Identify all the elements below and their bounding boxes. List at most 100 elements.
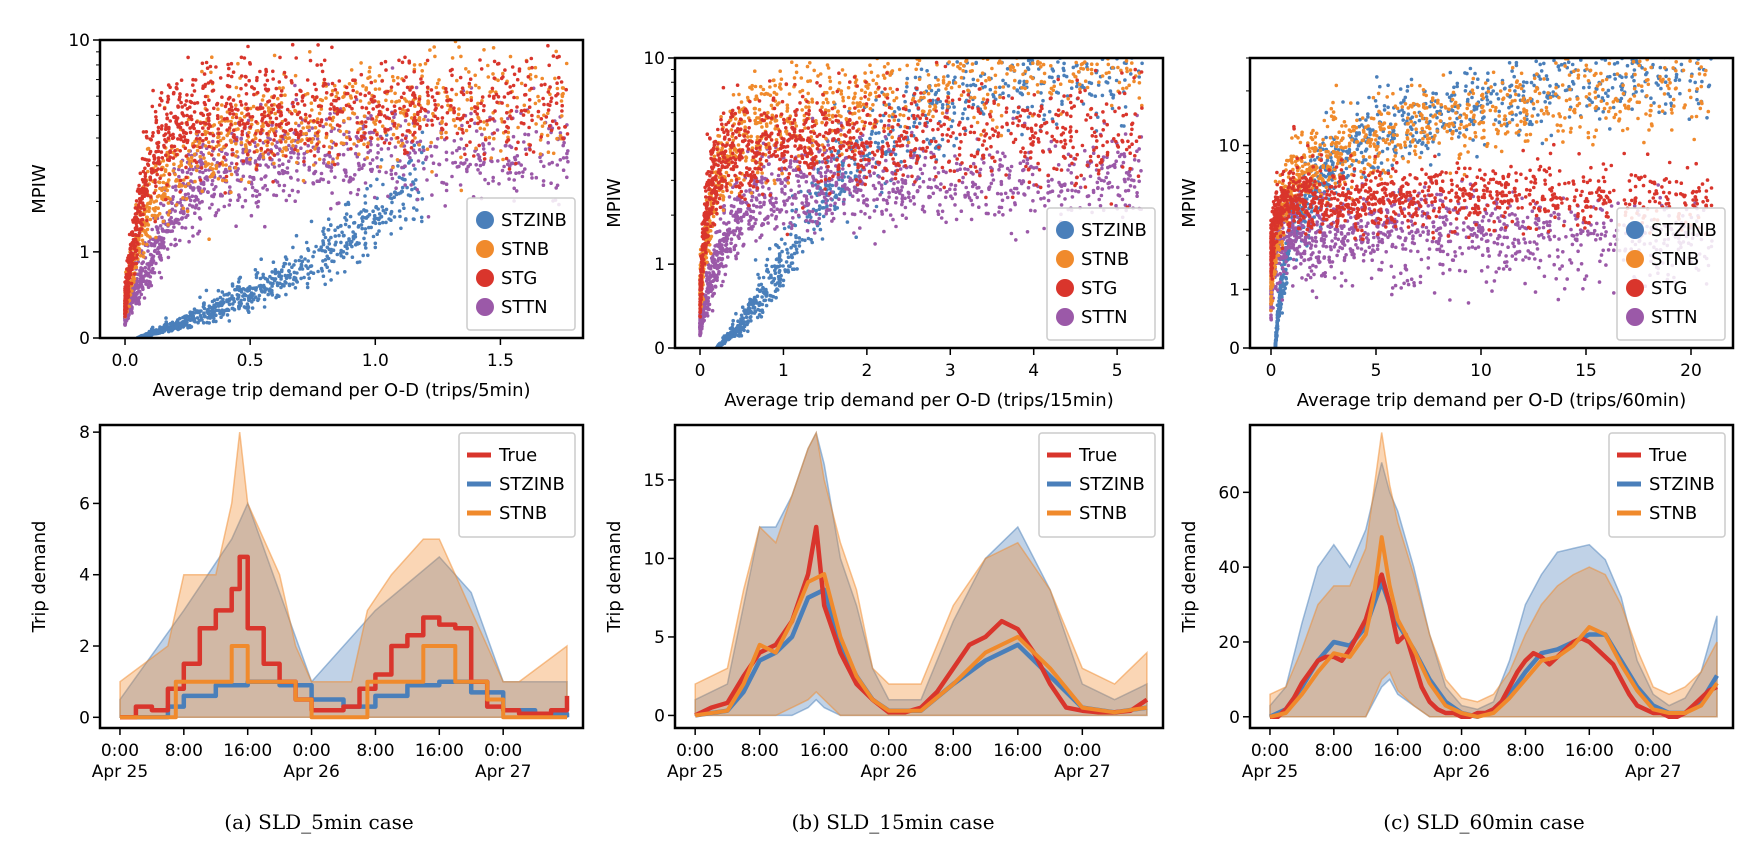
data-point-sttn (272, 165, 277, 169)
data-point-stnb (181, 196, 185, 200)
data-point-stg (363, 124, 368, 129)
data-point-stg (133, 206, 138, 210)
data-point-stzinb (789, 255, 794, 259)
data-point-stnb (516, 125, 520, 130)
data-point-stzinb (321, 241, 326, 245)
data-point-stg (475, 112, 480, 116)
data-point-sttn (140, 284, 144, 289)
data-point-stzinb (841, 163, 845, 168)
data-point-stzinb (263, 290, 267, 294)
data-point-stg (259, 146, 264, 151)
data-point-stg (551, 54, 556, 58)
data-point-stzinb (302, 275, 306, 280)
data-point-sttn (296, 156, 300, 160)
data-point-sttn (431, 161, 436, 165)
data-point-stg (270, 120, 275, 125)
data-point-stg (239, 103, 244, 107)
data-point-sttn (144, 282, 148, 286)
data-point-stzinb (757, 303, 761, 308)
data-point-stzinb (1104, 19, 1108, 23)
data-point-stg (167, 172, 172, 177)
data-point-stzinb (258, 283, 263, 288)
data-point-stzinb (306, 266, 310, 271)
data-point-stnb (533, 65, 538, 70)
data-point-stg (319, 118, 324, 122)
data-point-stg (547, 63, 551, 68)
data-point-stzinb (381, 208, 386, 213)
data-point-stnb (251, 104, 256, 109)
data-point-stg (344, 103, 349, 108)
data-point-stnb (208, 166, 213, 170)
data-point-stg (269, 110, 274, 115)
data-point-stzinb (359, 210, 363, 214)
data-point-stnb (144, 215, 149, 220)
data-point-stnb (522, 103, 527, 108)
data-point-stg (300, 99, 305, 103)
data-point-sttn (179, 217, 184, 221)
data-point-stg (154, 115, 158, 119)
data-point-sttn (405, 140, 409, 144)
data-point-sttn (491, 179, 495, 183)
data-point-sttn (329, 129, 334, 133)
data-point-stg (159, 91, 164, 95)
data-point-stg (419, 81, 424, 85)
data-point-stnb (540, 76, 544, 81)
data-point-stg (195, 101, 200, 105)
data-point-stg (127, 289, 131, 294)
data-point-stg (492, 131, 497, 135)
data-point-sttn (258, 154, 262, 158)
data-point-stnb (564, 61, 569, 66)
data-point-stg (157, 103, 162, 107)
data-point-stzinb (817, 212, 822, 217)
data-point-stzinb (420, 130, 425, 135)
data-point-stnb (266, 106, 271, 110)
data-point-stg (315, 63, 320, 67)
data-point-stzinb (820, 206, 825, 210)
data-point-stzinb (930, 101, 935, 106)
data-point-stzinb (988, 87, 993, 92)
data-point-stg (210, 80, 215, 85)
data-point-stg (263, 83, 267, 87)
data-point-stzinb (1003, 81, 1008, 86)
data-point-sttn (161, 203, 166, 208)
data-point-stg (376, 104, 381, 108)
data-point-stg (417, 97, 422, 101)
data-point-stzinb (1056, 74, 1061, 79)
data-point-sttn (422, 148, 426, 153)
data-point-stnb (492, 136, 496, 141)
data-point-stzinb (379, 158, 384, 162)
data-point-stg (255, 75, 259, 80)
data-point-stzinb (368, 184, 373, 188)
data-point-stg (234, 162, 239, 166)
data-point-sttn (455, 148, 459, 153)
data-point-stnb (173, 172, 177, 177)
data-point-stg (452, 109, 457, 114)
data-point-stg (278, 55, 282, 60)
data-point-sttn (473, 121, 477, 126)
data-point-stzinb (176, 327, 180, 332)
data-point-sttn (235, 172, 239, 177)
data-point-stg (228, 95, 232, 100)
data-point-stzinb (344, 212, 349, 216)
data-point-stg (290, 111, 294, 116)
data-point-stg (402, 78, 406, 83)
data-point-stg (273, 133, 278, 138)
data-point-stzinb (1056, 23, 1060, 27)
data-point-sttn (882, 229, 886, 234)
data-point-stzinb (299, 255, 304, 259)
data-point-stg (201, 139, 205, 143)
data-point-stzinb (266, 292, 271, 297)
data-point-stg (409, 146, 414, 150)
data-point-stnb (214, 166, 219, 171)
data-point-stzinb (278, 274, 282, 278)
data-point-stzinb (768, 293, 772, 298)
data-point-stnb (367, 101, 372, 105)
data-point-sttn (178, 238, 182, 243)
data-point-stg (560, 103, 564, 108)
data-point-stg (294, 56, 299, 60)
data-point-stzinb (781, 264, 785, 268)
data-point-sttn (564, 155, 569, 160)
data-point-stg (167, 125, 171, 130)
data-point-stg (198, 178, 203, 182)
data-point-stzinb (814, 191, 818, 196)
